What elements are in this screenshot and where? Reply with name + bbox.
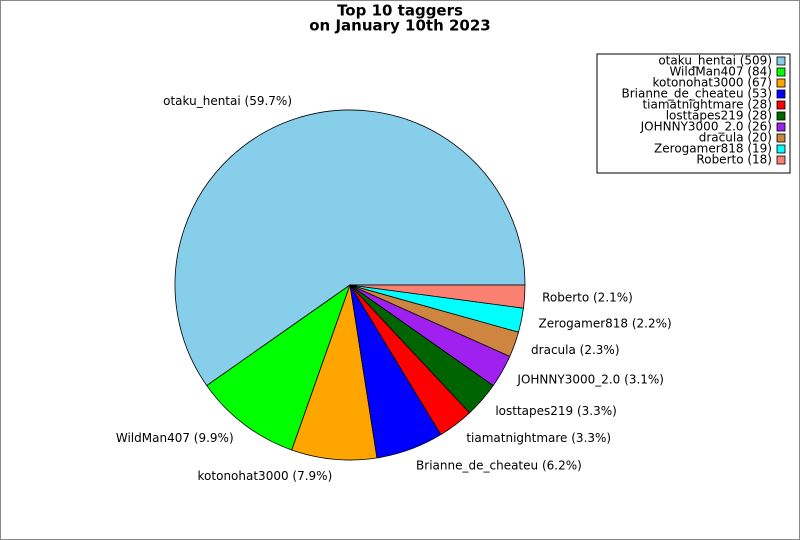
legend-swatch xyxy=(776,100,786,110)
legend-label: WildMan407 (84) xyxy=(669,65,772,79)
pie-slice xyxy=(174,109,526,387)
legend-label: Zerogamer818 (19) xyxy=(654,142,772,156)
chart-title: Top 10 taggers xyxy=(337,2,463,20)
legend-swatch xyxy=(776,122,786,132)
legend-label: kotonohat3000 (67) xyxy=(652,76,772,90)
slice-label: WildMan407 (9.9%) xyxy=(116,431,234,445)
slice-label: Brianne_de_cheateu (6.2%) xyxy=(416,458,582,472)
legend-label: Roberto (18) xyxy=(696,153,772,167)
legend-label: Brianne_de_cheateu (53) xyxy=(621,87,772,101)
pie-slice xyxy=(349,284,526,309)
chart-subtitle: on January 10th 2023 xyxy=(309,17,490,35)
slice-label: losttapes219 (3.3%) xyxy=(495,404,617,418)
legend-swatch xyxy=(776,56,786,66)
legend-label: otaku_hentai (509) xyxy=(658,54,772,68)
slice-label: otaku_hentai (59.7%) xyxy=(163,94,292,108)
slice-label: JOHNNY3000_2.0 (3.1%) xyxy=(516,373,664,387)
legend-swatch xyxy=(776,67,786,77)
slice-label: Zerogamer818 (2.2%) xyxy=(539,316,672,330)
legend-swatch xyxy=(776,133,786,143)
legend-label: losttapes219 (28) xyxy=(666,109,772,123)
slice-label: kotonohat3000 (7.9%) xyxy=(198,469,333,483)
legend-label: dracula (20) xyxy=(699,131,772,145)
legend-swatch xyxy=(776,144,786,154)
legend-swatch xyxy=(776,89,786,99)
legend-swatch xyxy=(776,155,786,165)
pie-slice xyxy=(206,283,351,451)
legend-swatch xyxy=(776,78,786,88)
slice-label: dracula (2.3%) xyxy=(531,343,619,357)
slice-label: tiamatnightmare (3.3%) xyxy=(466,431,611,445)
legend-box xyxy=(596,53,791,174)
slice-label: Roberto (2.1%) xyxy=(542,290,633,304)
legend-label: tiamatnightmare (28) xyxy=(642,98,772,112)
legend-swatch xyxy=(776,111,786,121)
legend-label: JOHNNY3000_2.0 (26) xyxy=(640,120,772,134)
